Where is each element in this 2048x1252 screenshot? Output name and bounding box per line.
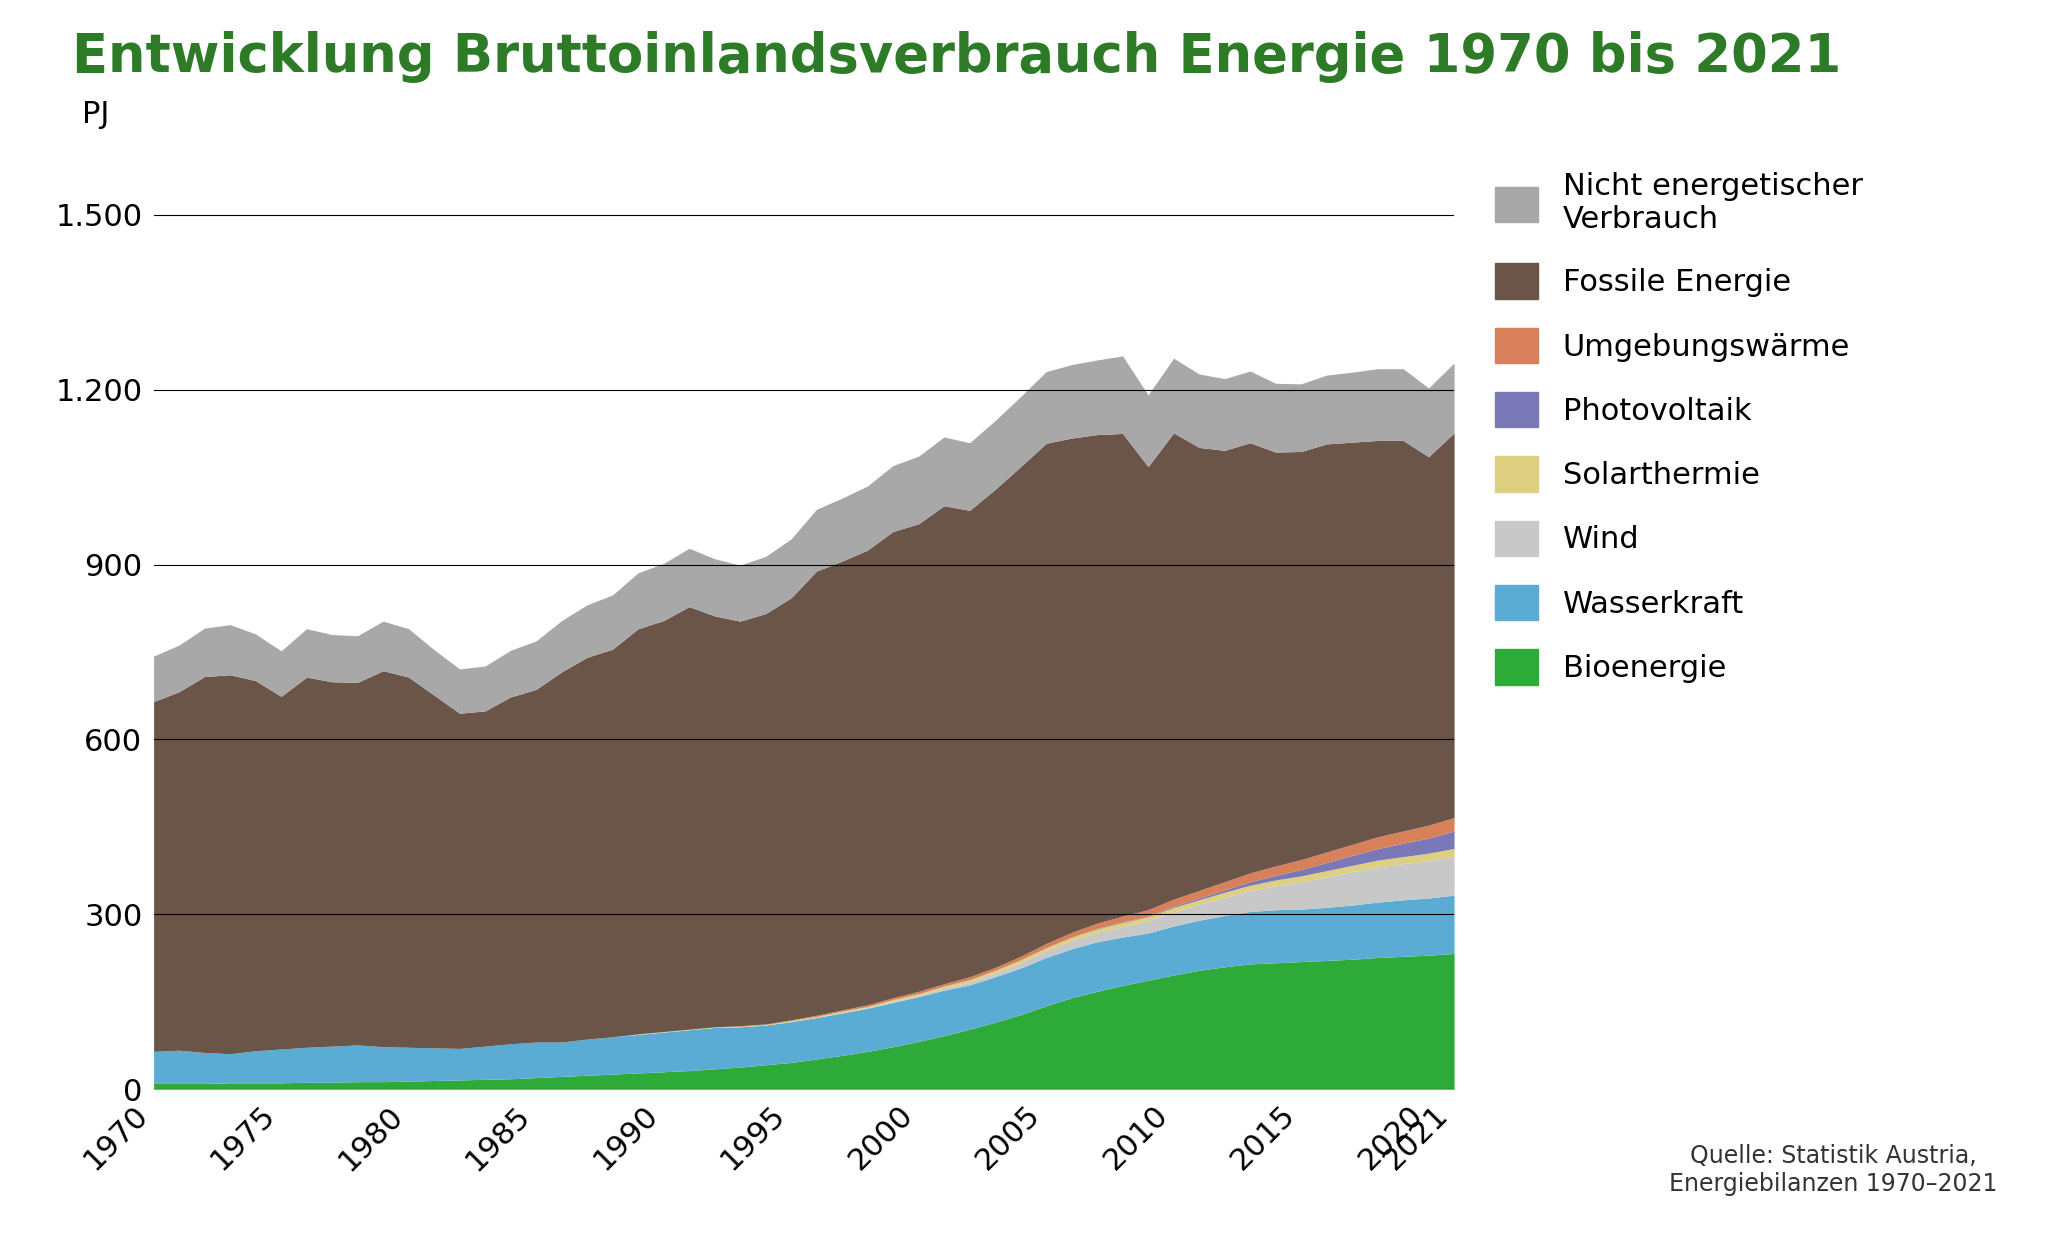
- Text: PJ: PJ: [82, 99, 109, 129]
- Legend: Nicht energetischer
Verbrauch, Fossile Energie, Umgebungswärme, Photovoltaik, So: Nicht energetischer Verbrauch, Fossile E…: [1495, 172, 1862, 685]
- Text: Entwicklung Bruttoinlandsverbrauch Energie 1970 bis 2021: Entwicklung Bruttoinlandsverbrauch Energ…: [72, 31, 1841, 84]
- Text: Quelle: Statistik Austria,
Energiebilanzen 1970–2021: Quelle: Statistik Austria, Energiebilanz…: [1669, 1144, 1997, 1196]
